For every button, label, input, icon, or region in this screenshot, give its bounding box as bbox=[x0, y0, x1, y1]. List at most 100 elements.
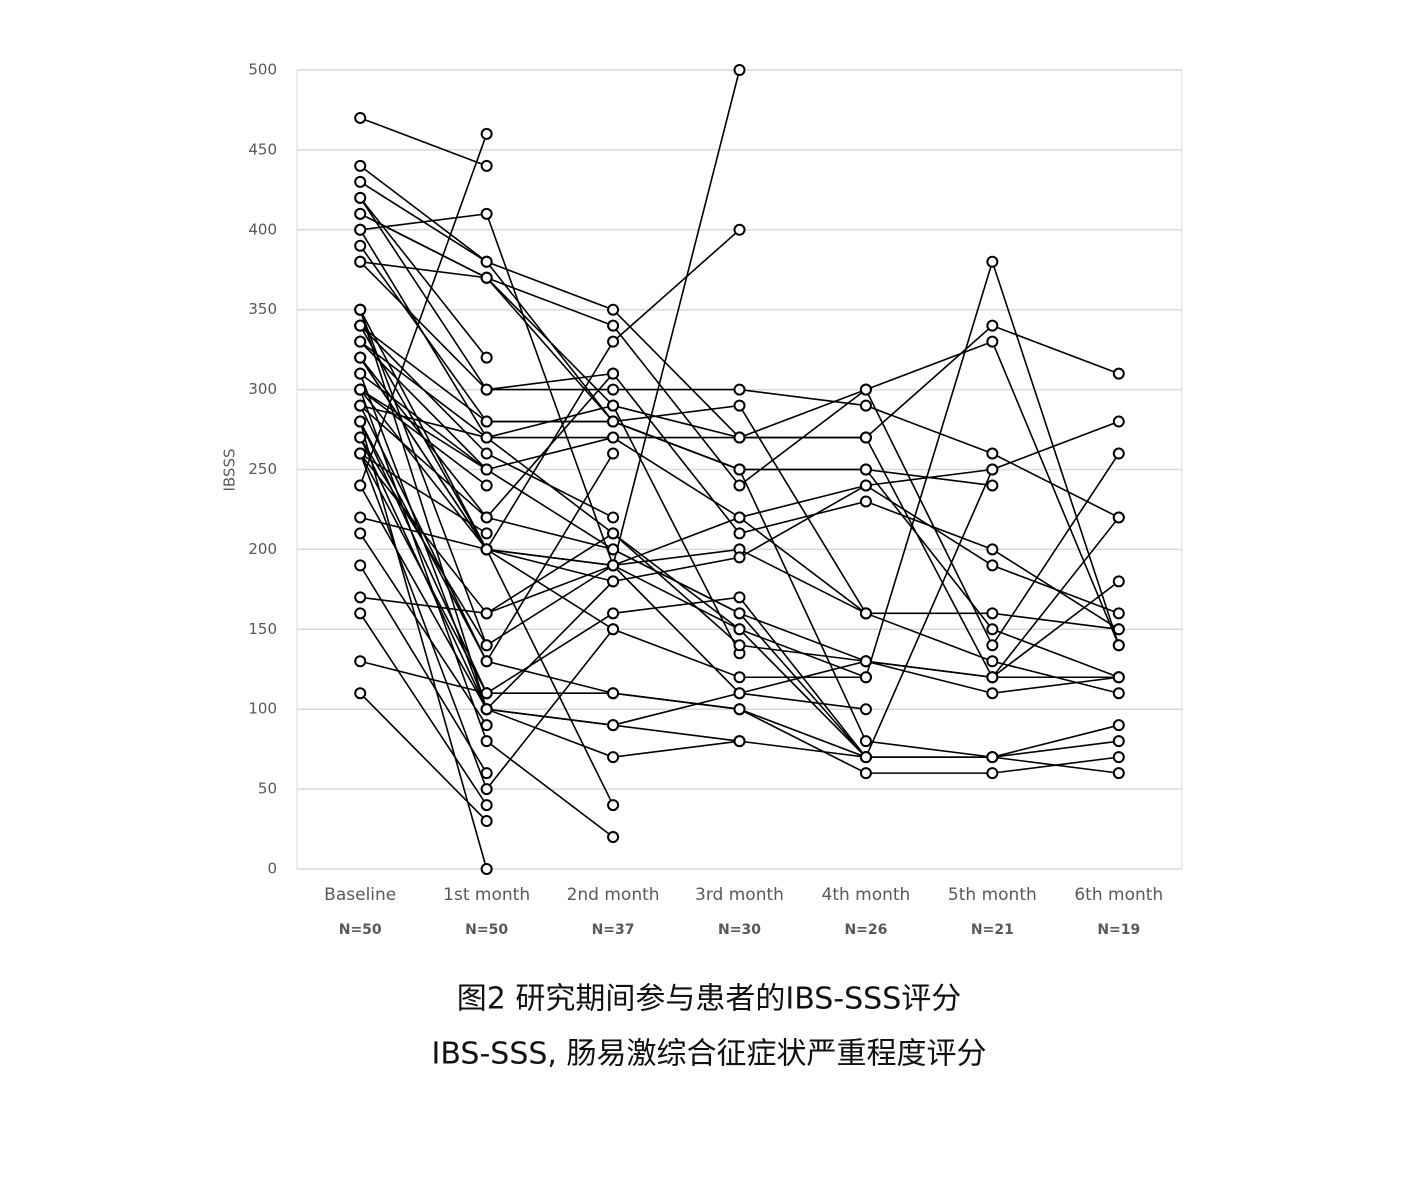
data-point bbox=[354, 559, 367, 572]
data-point bbox=[480, 735, 493, 748]
series-line bbox=[359, 421, 488, 870]
data-point bbox=[480, 815, 493, 828]
data-point bbox=[733, 639, 746, 652]
data-point bbox=[859, 607, 872, 620]
data-point bbox=[354, 383, 367, 396]
data-point bbox=[354, 591, 367, 604]
data-point bbox=[1112, 719, 1125, 732]
series-line bbox=[359, 692, 488, 822]
x-tick-label: 5th month bbox=[948, 885, 1037, 905]
data-point bbox=[859, 479, 872, 492]
data-point bbox=[607, 511, 620, 524]
data-point bbox=[733, 623, 746, 636]
data-point bbox=[986, 447, 999, 460]
data-point bbox=[733, 527, 746, 540]
data-point bbox=[859, 671, 872, 684]
y-axis-label: IBSSS bbox=[221, 448, 239, 491]
data-point bbox=[480, 351, 493, 364]
data-point bbox=[607, 335, 620, 348]
data-point bbox=[354, 367, 367, 380]
y-tick-label: 0 bbox=[267, 860, 277, 878]
data-point bbox=[733, 64, 746, 76]
data-point bbox=[354, 479, 367, 492]
data-point bbox=[480, 863, 493, 875]
data-point bbox=[859, 495, 872, 508]
data-point bbox=[480, 271, 493, 284]
data-point bbox=[480, 783, 493, 796]
data-point bbox=[1112, 575, 1125, 588]
sample-size: N=26 bbox=[844, 922, 887, 938]
data-point bbox=[859, 463, 872, 476]
data-point bbox=[986, 623, 999, 636]
data-point bbox=[354, 511, 367, 524]
data-point bbox=[480, 127, 493, 140]
data-point bbox=[986, 543, 999, 556]
data-point bbox=[354, 335, 367, 348]
data-point bbox=[733, 399, 746, 412]
data-point bbox=[354, 255, 367, 268]
data-point bbox=[480, 479, 493, 492]
data-point bbox=[354, 111, 367, 124]
data-point bbox=[354, 399, 367, 412]
data-point bbox=[354, 319, 367, 332]
data-point bbox=[1112, 687, 1125, 700]
data-point bbox=[607, 303, 620, 316]
data-point bbox=[733, 511, 746, 524]
data-point bbox=[480, 159, 493, 172]
data-point bbox=[1112, 751, 1125, 764]
data-point bbox=[986, 559, 999, 572]
data-point bbox=[480, 527, 493, 540]
data-point bbox=[354, 687, 367, 700]
data-point bbox=[986, 655, 999, 668]
data-point bbox=[607, 383, 620, 396]
data-point bbox=[480, 255, 493, 268]
data-point bbox=[354, 175, 367, 188]
data-point bbox=[986, 255, 999, 268]
series-line bbox=[359, 133, 488, 486]
series-line bbox=[359, 612, 488, 806]
y-tick-label: 500 bbox=[248, 61, 277, 79]
data-point bbox=[480, 639, 493, 652]
y-tick-label: 400 bbox=[248, 220, 277, 238]
data-point bbox=[480, 703, 493, 716]
data-point bbox=[354, 447, 367, 460]
data-point bbox=[986, 479, 999, 492]
data-point bbox=[607, 751, 620, 764]
data-point bbox=[1112, 447, 1125, 460]
data-point bbox=[1112, 511, 1125, 524]
data-point bbox=[1112, 671, 1125, 684]
data-point bbox=[733, 591, 746, 604]
data-point bbox=[354, 607, 367, 620]
data-point bbox=[986, 639, 999, 652]
y-tick-label: 350 bbox=[248, 300, 277, 318]
data-point bbox=[1112, 639, 1125, 652]
data-point bbox=[480, 799, 493, 812]
data-point bbox=[733, 703, 746, 716]
data-point bbox=[1112, 367, 1125, 380]
x-tick-label: Baseline bbox=[324, 885, 396, 905]
data-point bbox=[607, 543, 620, 556]
x-tick-label: 6th month bbox=[1074, 885, 1163, 905]
x-tick-label: 3rd month bbox=[695, 885, 784, 905]
data-point bbox=[607, 399, 620, 412]
data-point bbox=[1112, 607, 1125, 620]
series-line bbox=[359, 213, 1120, 646]
data-point bbox=[354, 303, 367, 316]
x-tick-label: 1st month bbox=[443, 885, 530, 905]
data-point bbox=[607, 687, 620, 700]
data-point bbox=[859, 735, 872, 748]
data-point bbox=[480, 447, 493, 460]
data-point bbox=[733, 223, 746, 236]
data-point bbox=[733, 479, 746, 492]
data-point bbox=[480, 719, 493, 732]
data-point bbox=[354, 527, 367, 540]
data-point bbox=[859, 703, 872, 716]
sample-size: N=50 bbox=[339, 922, 382, 938]
series-line bbox=[359, 309, 488, 646]
series-line bbox=[360, 660, 487, 694]
data-point bbox=[733, 431, 746, 444]
data-point bbox=[1112, 623, 1125, 636]
y-tick-label: 150 bbox=[248, 620, 277, 638]
series-line bbox=[359, 325, 993, 567]
data-point bbox=[859, 767, 872, 780]
